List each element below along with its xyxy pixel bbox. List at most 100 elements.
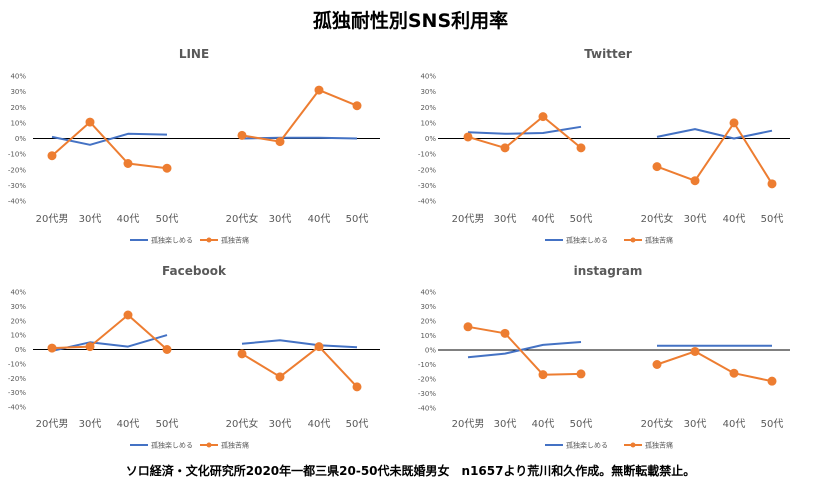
y-tick-label: -30% [418,390,436,398]
chart-twitter: Twitter 40% 30% 20% 10% 0% -10% -20% -30% -40% 20代… [418,47,790,245]
data-point-pain [314,342,324,352]
series-line-pain [467,325,582,376]
x-category-label: 30代 [494,213,517,225]
legend-label: 孤独楽しめる [566,236,608,245]
y-tick-label: -20% [418,166,436,174]
data-point-pain [652,162,662,172]
y-tick-label: -10% [418,151,436,159]
data-point-pain [275,137,285,147]
data-point-pain [47,343,57,353]
y-tick-label: 10% [420,332,436,340]
chart-title: LINE [179,47,209,61]
series-line-enjoy [241,339,358,349]
y-tick-label: 40% [10,289,26,297]
series-line-enjoy [467,341,582,359]
data-point-pain [767,179,777,189]
x-category-label: 50代 [156,213,179,225]
data-point-pain [576,369,586,379]
x-category-label: 30代 [494,418,517,430]
y-tick-label: 30% [10,303,26,311]
legend-label: 孤独苦痛 [645,236,673,245]
data-point-pain [729,368,739,378]
page-title: 孤独耐性別SNS利用率 [312,10,509,32]
legend-label: 孤独苦痛 [221,441,249,450]
x-category-label: 40代 [117,213,140,225]
x-category-label: 40代 [723,418,746,430]
legend-marker [630,442,636,448]
series-line-pain [51,121,168,170]
y-tick-label: 20% [10,104,26,112]
y-tick-label: -30% [418,182,436,190]
x-category-label: 20代女 [226,417,259,430]
legend-label: 孤独楽しめる [151,236,193,245]
y-tick-label: -30% [8,182,26,190]
x-category-label: 50代 [156,418,179,430]
chart-line: LINE 40% 30% 20% 10% 0% -10% -20% -30% -40% 20代男 30… [8,47,380,245]
series-line-enjoy [656,128,773,140]
series-line-pain [241,345,358,388]
y-tick-label: 0% [425,347,436,355]
x-category-label: 20代男 [452,418,485,430]
legend-label: 孤独楽しめる [566,441,608,450]
data-point-pain [162,163,172,173]
data-point-pain [500,143,510,153]
y-tick-label: 0% [425,135,436,143]
data-point-pain [352,382,362,392]
x-category-label: 50代 [570,213,593,225]
legend-label: 孤独楽しめる [151,441,193,450]
data-point-pain [500,328,510,338]
data-point-pain [237,130,247,140]
data-point-pain [729,118,739,128]
data-point-pain [463,132,473,142]
data-point-pain [352,101,362,111]
series-line-pain [656,350,773,383]
y-tick-label: 10% [10,332,26,340]
data-point-pain [652,360,662,369]
y-tick-label: -40% [8,198,26,206]
y-tick-label: 20% [420,104,436,112]
x-category-label: 30代 [684,213,707,225]
y-tick-label: -40% [418,405,436,413]
series-line-pain [656,121,773,185]
legend-label: 孤独苦痛 [645,441,673,450]
legend-marker [206,442,212,448]
data-point-pain [123,159,133,168]
series-line-pain [467,115,582,149]
y-tick-label: -30% [8,389,26,397]
y-tick-label: 40% [420,73,436,81]
x-category-label: 20代男 [36,418,69,430]
chart-title: instagram [574,264,643,278]
x-category-label: 50代 [346,213,369,225]
x-category-label: 50代 [761,418,784,430]
y-tick-label: 0% [15,346,26,354]
chart-instagram: instagram 40% 30% 20% 10% 0% -10% -20% -30% -40% 2… [418,264,790,450]
data-point-pain [275,372,285,382]
data-point-pain [463,322,473,332]
y-tick-label: 30% [420,303,436,311]
x-category-label: 50代 [570,418,593,430]
y-tick-label: -40% [418,198,436,206]
x-category-label: 40代 [532,418,555,430]
x-category-label: 30代 [79,213,102,225]
chart-title: Facebook [162,264,227,278]
series-line-enjoy [51,334,168,352]
legend-marker [206,237,212,243]
x-category-label: 20代男 [452,213,485,225]
y-tick-label: 10% [420,119,436,127]
y-tick-label: -20% [8,166,26,174]
x-category-label: 50代 [346,418,369,430]
x-category-label: 40代 [308,213,331,225]
data-point-pain [690,346,700,356]
series-line-pain [51,314,168,351]
y-tick-label: 30% [420,88,436,96]
source-note: ソロ経済・文化研究所2020年一都三県20-50代未既婚男女 n1657より荒川… [125,464,696,478]
data-point-pain [85,342,95,352]
y-tick-label: -20% [418,376,436,384]
chart-facebook: Facebook 40% 30% 20% 10% 0% -10% -20% -30% -40% 20… [8,264,380,450]
y-tick-label: 0% [15,135,26,143]
x-category-label: 20代男 [36,213,69,225]
x-category-label: 30代 [269,418,292,430]
series-line-pain [241,89,358,143]
x-category-label: 20代女 [226,212,259,225]
y-tick-label: -20% [8,375,26,383]
